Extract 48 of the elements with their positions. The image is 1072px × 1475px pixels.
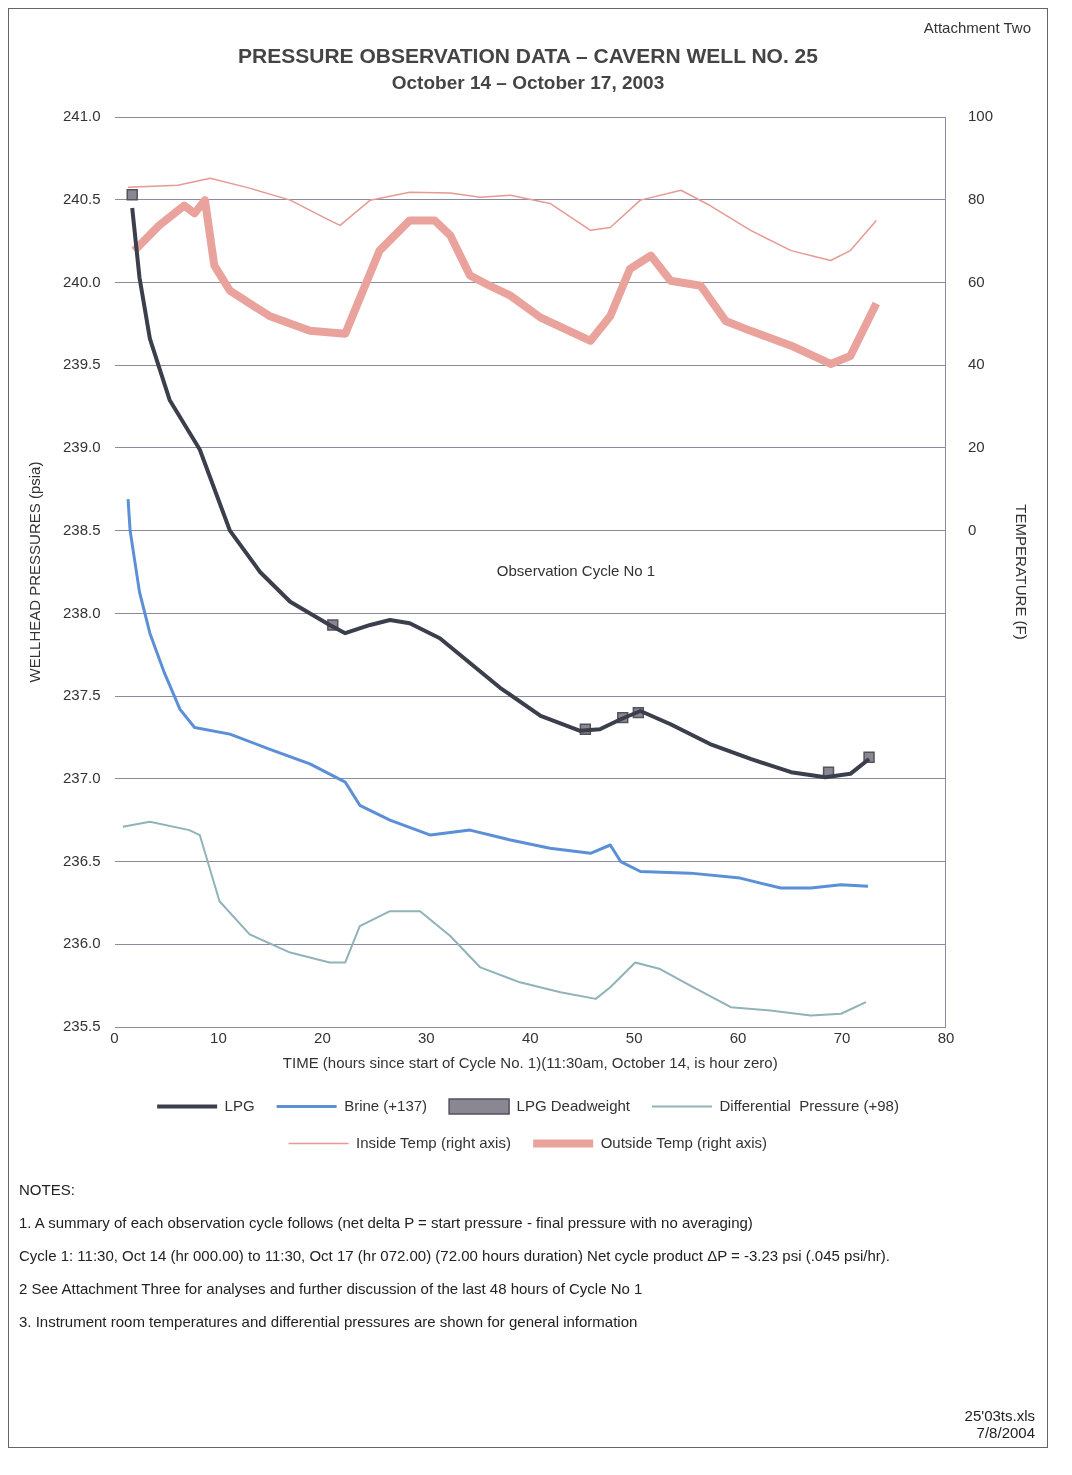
x-tick-label: 20	[314, 1029, 331, 1047]
y-tick-label: 239.0	[62, 438, 101, 456]
x-axis-title: TIME (hours since start of Cycle No. 1)(11:30am, October 14, is hour zero)	[282, 1054, 778, 1072]
y-tick-label: 240.0	[62, 272, 101, 290]
x-tick-label: 10	[210, 1029, 227, 1047]
y2-tick-label: 80	[967, 189, 985, 207]
y-axis-title: WELLHEAD PRESSURES (psia)	[26, 461, 44, 683]
y-tick-label: 237.0	[62, 768, 101, 786]
chart-subtitle: October 14 – October 17, 2003	[391, 71, 665, 93]
legend-label: LPG Deadweight	[516, 1096, 631, 1114]
y-tick-label: 239.5	[62, 355, 101, 373]
y-tick-label: 235.5	[62, 1017, 101, 1035]
y-tick-label: 238.0	[62, 603, 101, 621]
y2-tick-label: 40	[967, 355, 985, 373]
y-tick-label: 237.5	[62, 686, 101, 704]
x-tick-label: 50	[625, 1029, 643, 1047]
legend-label: Inside Temp (right axis)	[356, 1133, 511, 1151]
text: Attachment Two	[922, 18, 1032, 38]
x-tick-label: 60	[729, 1029, 747, 1047]
x-tick-label: 70	[833, 1029, 851, 1047]
y-tick-label: 236.0	[62, 934, 101, 952]
x-tick-label: 30	[417, 1029, 435, 1047]
y-tick-label: 236.5	[62, 851, 101, 869]
annotation: Observation Cycle No 1	[496, 562, 656, 580]
text: 7/8/2004	[975, 1424, 1035, 1441]
point	[126, 189, 138, 201]
x-tick-label: 80	[937, 1029, 955, 1047]
y2-tick-label: 60	[967, 272, 985, 290]
y2-axis-title: TEMPERATURE (F)	[1012, 504, 1030, 640]
text: 2 See Attachment Three for analyses and further discussion of the last 48 hours of Cycle No 1	[19, 1280, 644, 1297]
y2-tick-label: 100	[967, 107, 993, 125]
y-tick-label: 241.0	[62, 107, 101, 125]
y2-tick-label: 20	[967, 438, 985, 456]
y2-tick-label: 0	[967, 520, 977, 538]
y-tick-label: 240.5	[62, 189, 101, 207]
legend-label: Differential Pressure (+98)	[719, 1096, 899, 1114]
text: 3. Instrument room temperatures and differential pressures are shown for general information	[19, 1313, 639, 1330]
x-tick-label: 40	[521, 1029, 539, 1047]
y-tick-label: 238.5	[62, 520, 101, 538]
legend-label: LPG	[224, 1096, 255, 1114]
chart-title: PRESSURE OBSERVATION DATA – CAVERN WELL NO. 25	[238, 44, 819, 68]
text: NOTES:	[19, 1181, 76, 1198]
x-tick-label: 0	[110, 1029, 119, 1047]
text: Cycle 1: 11:30, Oct 14 (hr 000.00) to 11:30, Oct 17 (hr 072.00) (72.00 hours duration) Net cycle product ΔP = -3.23 psi (.045 psi/hr).	[19, 1247, 891, 1264]
legend-label: Brine (+137)	[344, 1096, 428, 1114]
text: 25'03ts.xls	[964, 1407, 1035, 1424]
text: 1. A summary of each observation cycle follows (net delta P = start pressure - final pressure with no averaging)	[19, 1214, 754, 1231]
legend-label: Outside Temp (right axis)	[600, 1133, 768, 1151]
